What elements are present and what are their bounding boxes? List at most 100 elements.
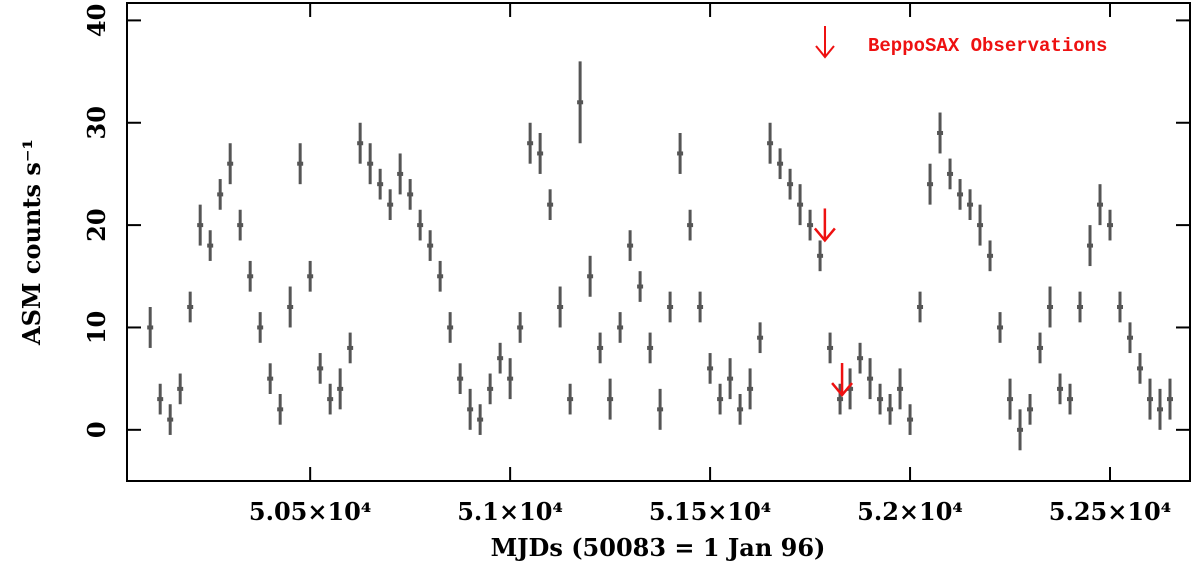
data-point [1007, 397, 1014, 402]
y-tick-label: 10 [82, 311, 111, 344]
data-point [757, 335, 764, 340]
data-point [1117, 304, 1124, 309]
x-tick-label: 5.2×10⁴ [857, 497, 963, 526]
data-point [567, 397, 574, 402]
x-axis-label: MJDs (50083 = 1 Jan 96) [491, 533, 826, 562]
data-point [897, 386, 904, 391]
data-point [277, 407, 284, 412]
data-point [1017, 427, 1024, 432]
data-point [797, 202, 804, 207]
data-point [437, 274, 444, 279]
observation-arrow-head [831, 382, 854, 397]
data-point [397, 171, 404, 176]
data-point [977, 223, 984, 228]
data-point [1167, 397, 1174, 402]
data-point [1147, 397, 1154, 402]
data-point [837, 397, 844, 402]
data-point [1097, 202, 1104, 207]
data-point [1047, 304, 1054, 309]
data-point [957, 192, 964, 197]
data-point [967, 202, 974, 207]
data-point [1087, 243, 1094, 248]
data-point [787, 182, 794, 187]
data-point [357, 141, 364, 146]
data-point [467, 407, 474, 412]
legend-arrow-head [815, 45, 835, 59]
data-point [267, 376, 274, 381]
y-tick-label: 0 [82, 421, 111, 438]
legend-label: BeppoSAX Observations [868, 35, 1107, 57]
data-point [937, 130, 944, 135]
data-point [617, 325, 624, 330]
data-point [327, 397, 334, 402]
data-point [157, 397, 164, 402]
data-point [987, 253, 994, 258]
data-point [507, 376, 514, 381]
data-point [247, 274, 254, 279]
data-point [557, 304, 564, 309]
data-point [1127, 335, 1134, 340]
data-point [347, 345, 354, 350]
data-point [947, 171, 954, 176]
data-point [447, 325, 454, 330]
data-point [767, 141, 774, 146]
data-point [167, 417, 174, 422]
data-point [577, 100, 584, 105]
data-point [377, 182, 384, 187]
data-point [427, 243, 434, 248]
data-point [1027, 407, 1034, 412]
data-point [527, 141, 534, 146]
data-point [737, 407, 744, 412]
data-point [307, 274, 314, 279]
data-point [747, 386, 754, 391]
data-point [217, 192, 224, 197]
data-point [387, 202, 394, 207]
plot-frame [126, 2, 1191, 482]
data-point [867, 376, 874, 381]
data-point [417, 223, 424, 228]
data-point [1067, 397, 1074, 402]
data-point [827, 345, 834, 350]
data-point [177, 386, 184, 391]
data-point [457, 376, 464, 381]
data-point [707, 366, 714, 371]
data-point [857, 356, 864, 361]
data-point [237, 223, 244, 228]
data-point [1107, 223, 1114, 228]
x-tick-label: 5.25×10⁴ [1049, 497, 1171, 526]
data-point [297, 161, 304, 166]
data-point [777, 161, 784, 166]
data-point [807, 223, 814, 228]
data-point [917, 304, 924, 309]
y-tick-label: 40 [82, 4, 111, 37]
data-point [657, 407, 664, 412]
data-point [1037, 345, 1044, 350]
data-point [337, 386, 344, 391]
data-point [257, 325, 264, 330]
y-tick-label: 20 [82, 208, 111, 241]
data-point [207, 243, 214, 248]
observation-arrow-head [813, 227, 836, 243]
data-point [147, 325, 154, 330]
data-point [817, 253, 824, 258]
data-point [517, 325, 524, 330]
data-point [647, 345, 654, 350]
y-axis-label: ASM counts s⁻¹ [17, 139, 46, 346]
data-point [187, 304, 194, 309]
data-point [877, 397, 884, 402]
data-point [727, 376, 734, 381]
data-point [717, 397, 724, 402]
data-point [687, 223, 694, 228]
data-point [677, 151, 684, 156]
data-point [927, 182, 934, 187]
data-point [1157, 407, 1164, 412]
data-point [547, 202, 554, 207]
data-point [597, 345, 604, 350]
y-tick-label: 30 [82, 106, 111, 139]
data-point [227, 161, 234, 166]
data-point [287, 304, 294, 309]
data-point [607, 397, 614, 402]
data-point [587, 274, 594, 279]
data-point [487, 386, 494, 391]
